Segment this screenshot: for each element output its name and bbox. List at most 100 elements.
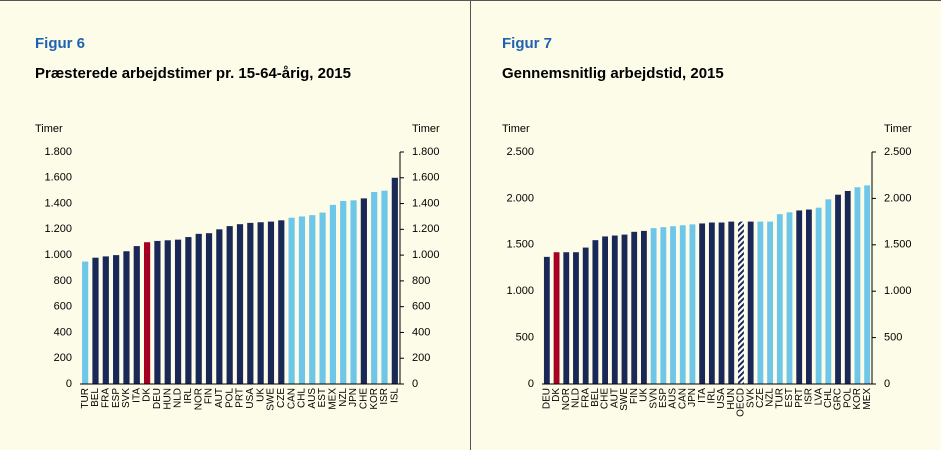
bar xyxy=(123,251,130,384)
bar xyxy=(391,177,398,384)
x-tick-label: ISR xyxy=(379,388,390,405)
x-tick-label: FRA xyxy=(580,388,591,408)
y2-tick-label: 1.400 xyxy=(412,197,440,209)
x-tick-label: CZE xyxy=(755,388,766,408)
bar xyxy=(835,194,841,384)
x-tick-label: NOR xyxy=(193,388,204,410)
y2-tick-label: 200 xyxy=(412,352,430,364)
figure-label: Figur 6 xyxy=(35,35,85,52)
x-tick-label: AUS xyxy=(307,388,318,409)
bar xyxy=(92,257,99,384)
bar xyxy=(236,224,244,384)
x-tick-label: DK xyxy=(142,388,153,402)
bar xyxy=(582,247,589,384)
bar xyxy=(631,231,638,384)
x-tick-label: NLD xyxy=(571,388,582,408)
bar xyxy=(699,223,706,384)
bar xyxy=(718,222,725,384)
x-tick-label: ITA xyxy=(131,388,142,403)
chart-title: Præsterede arbejdstimer pr. 15-64-årig, … xyxy=(35,65,351,82)
y-tick-label: 1.800 xyxy=(44,146,72,158)
y2-tick-label: 800 xyxy=(412,275,430,287)
bar xyxy=(806,209,812,384)
x-tick-label: SVN xyxy=(648,388,659,409)
bar xyxy=(708,222,715,384)
bar xyxy=(174,239,182,384)
y-axis-label: Timer xyxy=(35,123,63,135)
x-tick-label: TUR xyxy=(774,388,785,409)
y-axis-label: Timer xyxy=(502,123,530,135)
x-tick-label: KOR xyxy=(852,388,863,410)
x-tick-label: ESP xyxy=(111,388,122,408)
y-tick-label: 600 xyxy=(54,301,72,313)
x-tick-label: AUT xyxy=(214,388,225,408)
bar xyxy=(747,221,754,384)
y-tick-label: 1.500 xyxy=(506,239,534,251)
bar xyxy=(738,221,744,384)
bar xyxy=(329,204,336,384)
y2-tick-label: 1.500 xyxy=(884,239,912,251)
bar xyxy=(340,200,347,384)
bar xyxy=(102,256,109,384)
y2-tick-label: 1.000 xyxy=(412,249,440,261)
x-tick-label: NZL xyxy=(765,388,776,407)
y2-tick-label: 1.000 xyxy=(884,285,912,297)
bar xyxy=(360,198,367,384)
x-tick-label: SWE xyxy=(619,388,630,411)
y-tick-label: 400 xyxy=(54,326,72,338)
bar xyxy=(195,233,202,384)
bar xyxy=(257,222,264,384)
y2-tick-label: 600 xyxy=(412,301,430,313)
x-tick-label: PRT xyxy=(794,388,805,408)
x-tick-label: ITA xyxy=(697,388,708,403)
bar xyxy=(553,252,560,384)
x-tick-label: CAN xyxy=(286,388,297,409)
bar xyxy=(815,207,822,384)
x-tick-label: SVK xyxy=(745,388,756,408)
bar xyxy=(216,229,223,384)
bar xyxy=(247,222,254,384)
y-tick-label: 200 xyxy=(54,352,72,364)
bar xyxy=(226,226,233,384)
y-tick-label: 1.400 xyxy=(44,197,72,209)
bar xyxy=(350,200,357,384)
bar xyxy=(164,240,171,384)
x-tick-label: AUS xyxy=(668,388,679,409)
x-tick-label: JPN xyxy=(348,388,359,407)
bar xyxy=(670,226,676,384)
y2-tick-label: 1.200 xyxy=(412,223,440,235)
x-tick-label: CZE xyxy=(276,388,287,408)
bar xyxy=(205,233,213,384)
x-tick-label: OECD xyxy=(736,388,747,417)
x-tick-label: BEL xyxy=(590,388,601,407)
y-tick-label: 1.200 xyxy=(44,223,72,235)
bar xyxy=(298,216,306,384)
x-tick-label: POL xyxy=(224,388,235,408)
x-tick-label: DEU xyxy=(152,388,163,409)
x-tick-label: CAN xyxy=(677,388,688,409)
x-tick-label: PRT xyxy=(235,388,246,408)
bar xyxy=(371,191,378,384)
y2-tick-label: 500 xyxy=(884,332,902,344)
bar xyxy=(854,187,861,384)
y-tick-label: 500 xyxy=(516,332,534,344)
bar xyxy=(728,221,735,384)
bar xyxy=(319,212,326,384)
x-tick-label: IRL xyxy=(183,388,194,404)
y2-axis-label: Timer xyxy=(412,123,440,135)
x-tick-label: EST xyxy=(317,388,328,407)
x-tick-label: MEX xyxy=(862,388,873,410)
y2-tick-label: 2.500 xyxy=(884,146,912,158)
x-tick-label: FIN xyxy=(629,388,640,404)
bar xyxy=(563,252,570,384)
x-tick-label: DK xyxy=(551,388,562,402)
x-tick-label: POL xyxy=(842,388,853,408)
x-tick-label: UK xyxy=(639,388,650,402)
bar xyxy=(776,214,783,384)
x-tick-label: CHL xyxy=(297,388,308,408)
y2-tick-label: 0 xyxy=(884,378,890,390)
bar xyxy=(660,227,667,384)
x-tick-label: EST xyxy=(784,388,795,407)
x-tick-label: MEX xyxy=(328,388,339,410)
